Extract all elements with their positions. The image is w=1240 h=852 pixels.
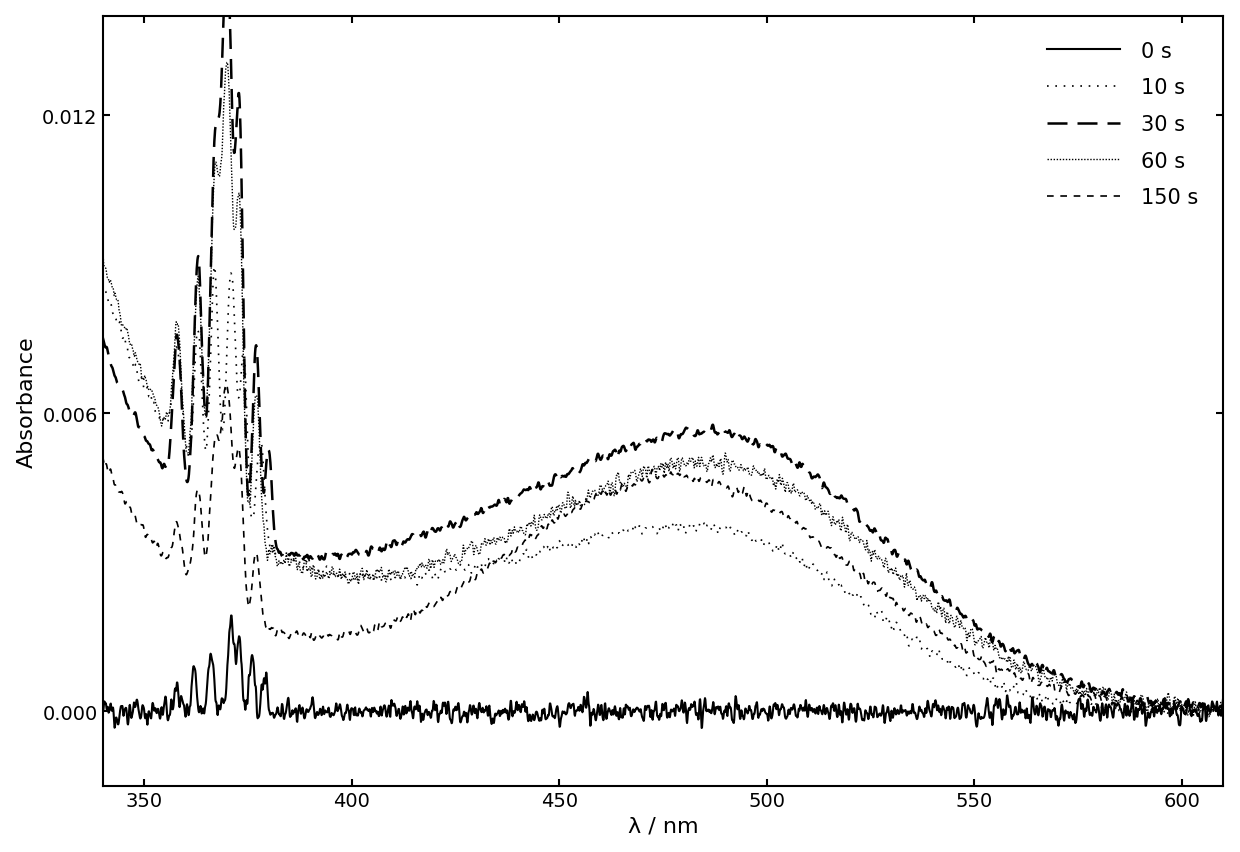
10 s bbox=[207, 262, 222, 273]
10 s bbox=[1163, 711, 1178, 721]
0 s bbox=[694, 723, 709, 734]
X-axis label: λ / nm: λ / nm bbox=[627, 815, 698, 835]
Line: 150 s: 150 s bbox=[103, 384, 1224, 715]
150 s bbox=[1074, 691, 1089, 701]
150 s bbox=[574, 503, 589, 513]
150 s bbox=[223, 420, 238, 430]
60 s bbox=[223, 140, 238, 150]
60 s bbox=[1216, 711, 1231, 721]
Legend: 0 s, 10 s, 30 s, 60 s, 150 s: 0 s, 10 s, 30 s, 60 s, 150 s bbox=[1039, 33, 1207, 216]
150 s bbox=[1216, 706, 1231, 717]
Line: 10 s: 10 s bbox=[103, 268, 1224, 716]
150 s bbox=[218, 379, 233, 389]
60 s bbox=[1194, 700, 1209, 711]
10 s bbox=[1216, 707, 1231, 717]
30 s bbox=[1074, 679, 1089, 689]
150 s bbox=[290, 627, 305, 637]
150 s bbox=[1194, 701, 1209, 711]
Line: 0 s: 0 s bbox=[103, 616, 1224, 728]
60 s bbox=[95, 242, 110, 252]
30 s bbox=[574, 464, 589, 475]
0 s bbox=[1194, 716, 1209, 726]
10 s bbox=[1074, 699, 1089, 710]
30 s bbox=[290, 550, 305, 561]
30 s bbox=[526, 488, 541, 498]
60 s bbox=[219, 58, 234, 68]
10 s bbox=[223, 268, 238, 279]
150 s bbox=[95, 452, 110, 462]
60 s bbox=[1074, 692, 1089, 702]
60 s bbox=[290, 565, 305, 575]
30 s bbox=[223, 48, 238, 58]
10 s bbox=[95, 279, 110, 290]
60 s bbox=[526, 520, 541, 530]
Y-axis label: Absorbance: Absorbance bbox=[16, 336, 37, 467]
0 s bbox=[574, 702, 589, 712]
10 s bbox=[1194, 705, 1209, 716]
0 s bbox=[95, 707, 110, 717]
10 s bbox=[526, 554, 541, 564]
0 s bbox=[526, 710, 541, 720]
30 s bbox=[1194, 701, 1209, 711]
0 s bbox=[223, 611, 238, 621]
10 s bbox=[574, 539, 589, 550]
150 s bbox=[1183, 710, 1198, 720]
30 s bbox=[1216, 706, 1231, 717]
0 s bbox=[1216, 690, 1231, 700]
0 s bbox=[1074, 704, 1089, 714]
Line: 60 s: 60 s bbox=[103, 63, 1224, 717]
60 s bbox=[1202, 711, 1216, 722]
150 s bbox=[526, 531, 541, 541]
10 s bbox=[290, 551, 305, 561]
0 s bbox=[290, 717, 305, 727]
30 s bbox=[95, 332, 110, 343]
Line: 30 s: 30 s bbox=[103, 0, 1224, 711]
0 s bbox=[223, 619, 238, 630]
60 s bbox=[574, 501, 589, 511]
